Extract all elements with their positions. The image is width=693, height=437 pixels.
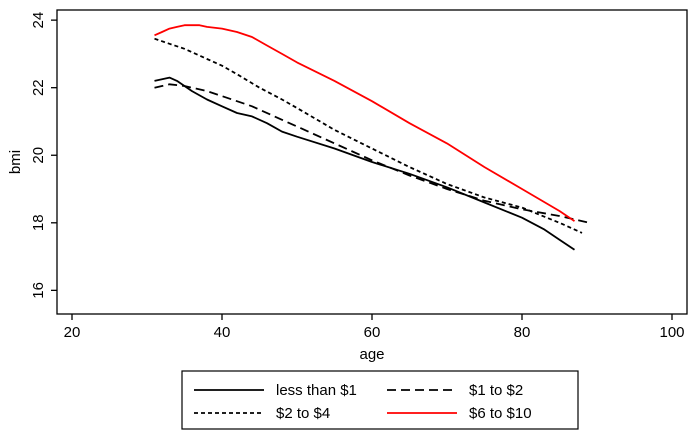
legend-label: less than $1 [276, 382, 357, 399]
legend-box [181, 370, 579, 430]
x-tick-label: 80 [514, 324, 531, 341]
series-line-0 [154, 76, 576, 251]
legend-label: $1 to $2 [469, 382, 523, 399]
series-lines [154, 24, 590, 251]
series-line-3 [154, 24, 576, 222]
legend: less than $1 $1 to $2 $2 to $4 $6 to $10 [181, 370, 579, 430]
y-tick-label: 24 [30, 12, 47, 29]
y-tick-label: 22 [30, 79, 47, 96]
y-tick-label: 20 [30, 147, 47, 164]
x-tick-label: 40 [214, 324, 231, 341]
legend-label: $6 to $10 [469, 405, 532, 422]
y-axis-title: bmi [7, 150, 24, 174]
y-tick-label: 18 [30, 214, 47, 231]
x-tick-label: 20 [64, 324, 81, 341]
x-axis: 20 40 60 80 100 [64, 314, 685, 341]
y-axis: 16 18 20 22 24 [30, 12, 57, 299]
y-tick-label: 16 [30, 282, 47, 299]
x-axis-title: age [359, 346, 384, 363]
x-tick-label: 100 [659, 324, 684, 341]
x-tick-label: 60 [364, 324, 381, 341]
legend-label: $2 to $4 [276, 405, 330, 422]
series-line-1 [154, 83, 590, 224]
series-line-2 [154, 37, 583, 234]
